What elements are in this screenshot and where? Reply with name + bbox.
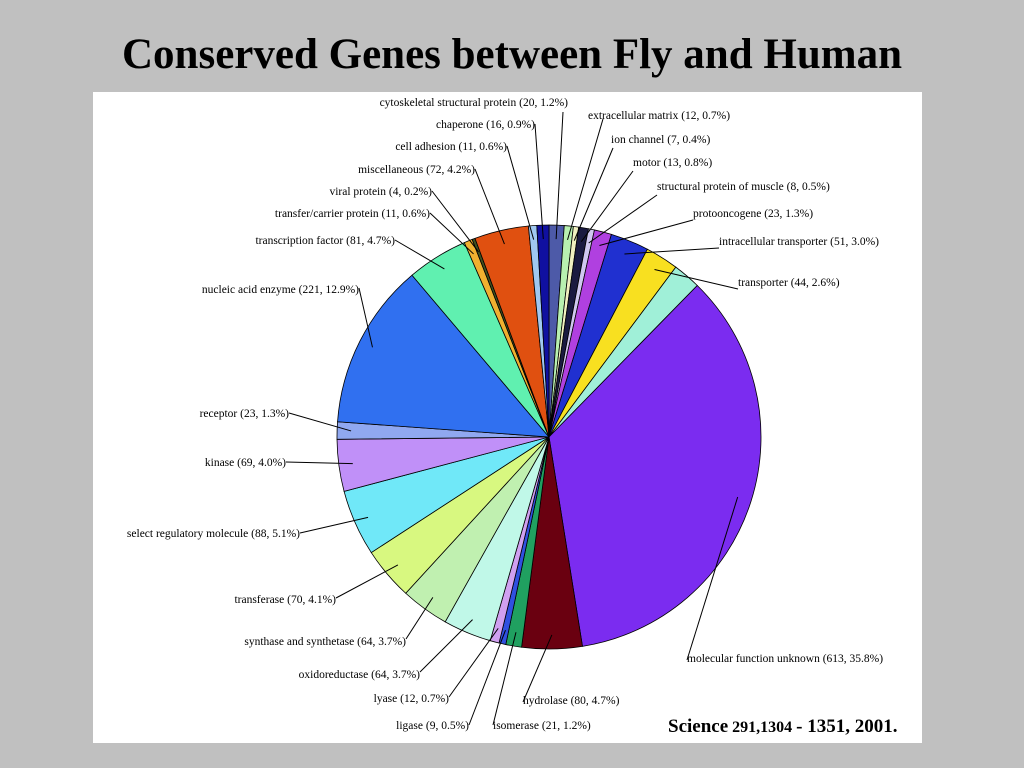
slice-label: transfer/carrier protein (11, 0.6%)	[275, 208, 430, 220]
label-leader-line	[405, 597, 434, 640]
label-leader-line	[567, 118, 604, 241]
slice-label: hydrolase (80, 4.7%)	[523, 695, 620, 707]
slice-label: chaperone (16, 0.9%)	[436, 119, 535, 131]
slice-label: protooncogene (23, 1.3%)	[693, 208, 813, 220]
slice-label: receptor (23, 1.3%)	[200, 408, 290, 420]
label-leader-line	[468, 629, 506, 726]
citation-rest: - 1351, 2001.	[796, 716, 898, 737]
slice-label: cell adhesion (11, 0.6%)	[395, 141, 507, 153]
label-leader-line	[448, 628, 499, 698]
slice-label: cytoskeletal structural protein (20, 1.2…	[380, 97, 569, 109]
label-leader-line	[573, 147, 614, 241]
slice-label: miscellaneous (72, 4.2%)	[358, 164, 475, 176]
label-leader-line	[506, 145, 535, 240]
label-leader-line	[335, 564, 399, 599]
label-leader-line	[419, 619, 473, 673]
label-leader-line	[534, 123, 544, 240]
label-leader-line	[580, 170, 634, 242]
slice-label: lyase (12, 0.7%)	[374, 693, 450, 705]
label-leader-line	[299, 516, 369, 534]
citation-journal: Science	[668, 716, 729, 737]
label-leader-line	[288, 412, 352, 432]
label-leader-line	[588, 194, 658, 244]
slice-label: transcription factor (81, 4.7%)	[255, 235, 395, 247]
slice-label: ligase (9, 0.5%)	[396, 720, 469, 732]
slice-label: oxidoreductase (64, 3.7%)	[299, 669, 421, 681]
slice-label: kinase (69, 4.0%)	[205, 457, 286, 469]
label-leader-line	[624, 247, 720, 255]
label-leader-line	[429, 212, 474, 255]
label-leader-line	[599, 219, 694, 247]
label-leader-line	[522, 634, 553, 703]
label-leader-line	[654, 268, 739, 290]
label-leader-line	[492, 632, 517, 726]
slide-title: Conserved Genes between Fly and Human	[122, 31, 902, 78]
pie-chart: cytoskeletal structural protein (20, 1.2…	[127, 97, 883, 732]
citation: Science 291,1304- 1351, 2001.	[668, 716, 897, 738]
label-leader-line	[358, 287, 373, 348]
pie-slice	[337, 274, 550, 438]
slice-label: ion channel (7, 0.4%)	[611, 134, 710, 146]
slice-label: isomerase (21, 1.2%)	[493, 720, 591, 732]
slice-label: viral protein (4, 0.2%)	[329, 186, 432, 198]
slice-label: motor (13, 0.8%)	[633, 157, 712, 169]
slice-label: intracellular transporter (51, 3.0%)	[719, 236, 879, 248]
chart-panel: cytoskeletal structural protein (20, 1.2…	[93, 92, 922, 743]
label-leader-line	[394, 239, 445, 270]
slice-label: molecular function unknown (613, 35.8%)	[687, 653, 883, 665]
pie-slice	[548, 284, 762, 647]
label-leader-line	[285, 461, 353, 465]
slice-label: extracellular matrix (12, 0.7%)	[588, 110, 730, 122]
label-leader-line	[686, 496, 739, 661]
pie-slice	[536, 224, 550, 438]
slice-label: transferase (70, 4.1%)	[234, 594, 336, 606]
slice-label: nucleic acid enzyme (221, 12.9%)	[202, 284, 359, 296]
citation-volume: 291,1304	[732, 719, 793, 736]
label-leader-line	[431, 190, 479, 253]
slice-label: synthase and synthetase (64, 3.7%)	[244, 636, 406, 648]
pie-labels: cytoskeletal structural protein (20, 1.2…	[127, 97, 883, 732]
label-leader-line	[474, 168, 505, 245]
slice-label: select regulatory molecule (88, 5.1%)	[127, 528, 300, 540]
slice-label: transporter (44, 2.6%)	[738, 277, 840, 289]
slice-label: structural protein of muscle (8, 0.5%)	[657, 181, 830, 193]
label-leader-line	[555, 111, 564, 240]
pie-slices	[336, 224, 762, 650]
